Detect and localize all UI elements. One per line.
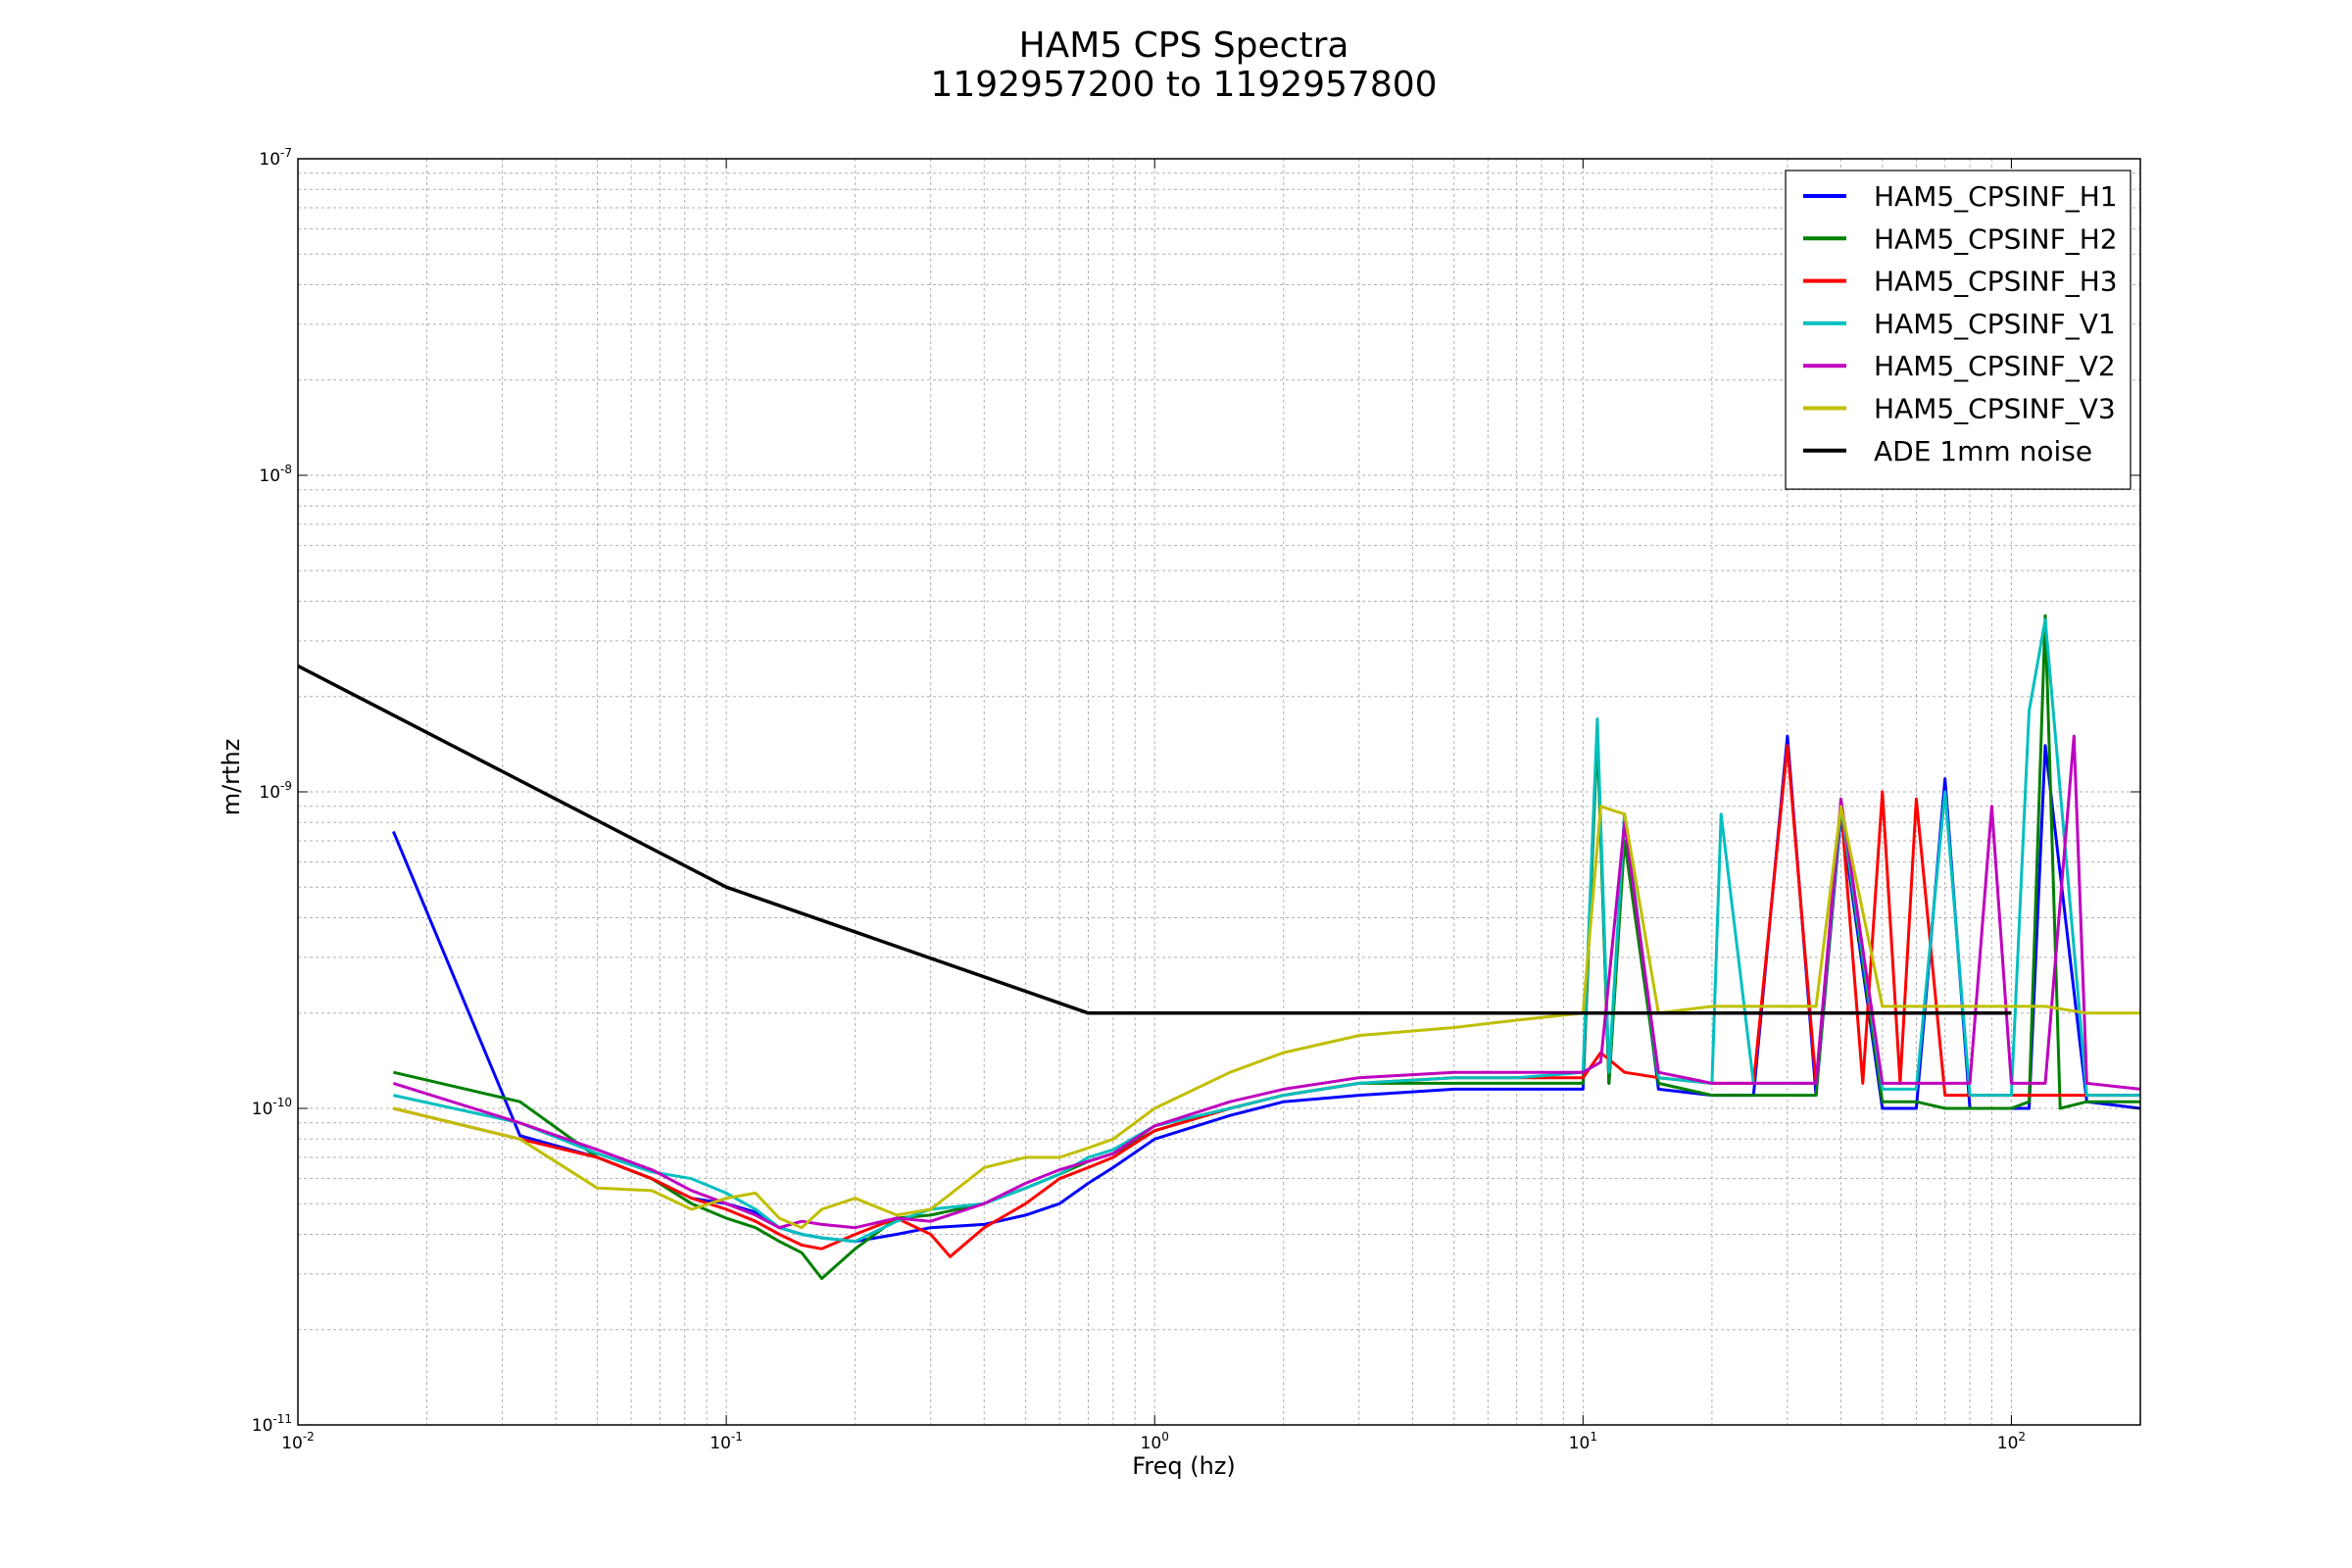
legend-box [1785,170,2132,490]
x-tick-label: 10-1 [710,1430,743,1453]
legend-label-4: HAM5_CPSINF_V2 [1874,350,2116,382]
legend: HAM5_CPSINF_H1 HAM5_CPSINF_H2 HAM5_CPSINF_… [1785,170,2132,490]
y-tick-label: 10-11 [252,1412,292,1436]
legend-label-3: HAM5_CPSINF_V1 [1874,308,2116,340]
series-lines [298,613,2140,1281]
y-tick-label: 10-7 [259,146,292,170]
x-tick-label: 102 [1997,1430,2026,1453]
x-tick-label: 10-2 [281,1430,315,1453]
x-tick-label: 100 [1141,1430,1169,1453]
legend-label-5: HAM5_CPSINF_V3 [1874,393,2116,425]
legend-label-0: HAM5_CPSINF_H1 [1874,180,2118,213]
x-axis-label: Freq (hz) [1132,1452,1236,1480]
y-tick-label: 10-9 [259,779,292,803]
series-line-3 [393,617,2140,1244]
y-axis-label: m/rthz [218,739,245,816]
chart-subtitle: 1192957200 to 1192957800 [930,65,1437,105]
series-line-4 [392,734,2140,1230]
y-tick-label: 10-10 [252,1096,292,1119]
legend-label-1: HAM5_CPSINF_H2 [1874,222,2118,255]
series-line-5 [393,805,2140,1230]
chart-title: HAM5 CPS Spectra [1019,25,1349,66]
legend-label-2: HAM5_CPSINF_H3 [1874,266,2118,298]
x-tick-label: 101 [1569,1430,1597,1453]
series-line-2 [393,744,2140,1258]
series-line-1 [393,613,2140,1281]
axis-ticks: 10-2 10-1 100 101 102 10-11 10-10 10-9 10-8 10-7 [252,146,2140,1453]
series-line-6 [298,663,2012,1015]
legend-label-6: ADE 1mm noise [1874,435,2092,467]
y-tick-label: 10-8 [259,463,292,486]
